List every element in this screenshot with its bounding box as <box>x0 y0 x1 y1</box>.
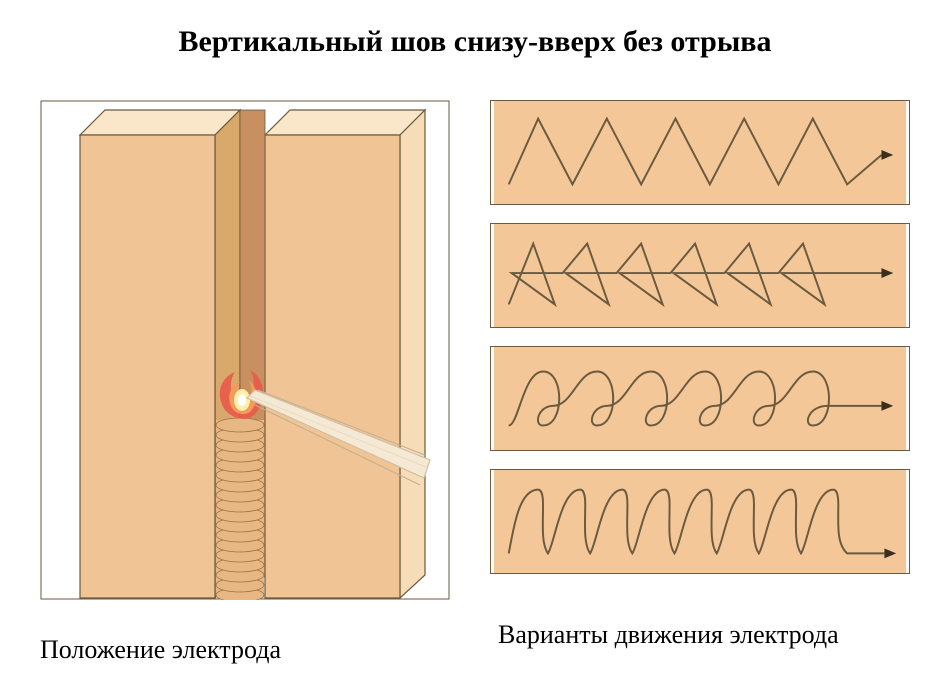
pattern-zigzag <box>490 100 910 205</box>
pattern-triangle-loop <box>490 223 910 328</box>
electrode-position-diagram <box>40 100 450 600</box>
pattern-loops <box>490 346 910 451</box>
pattern-crescent <box>490 469 910 574</box>
movement-patterns <box>490 100 920 592</box>
weld-bead <box>216 418 264 600</box>
caption-electrode-position: Положение электрода <box>40 635 281 665</box>
page-title: Вертикальный шов снизу-вверх без отрыва <box>0 25 950 59</box>
weld-illustration <box>40 100 450 600</box>
caption-movement-variants: Варианты движения электрода <box>498 620 839 650</box>
